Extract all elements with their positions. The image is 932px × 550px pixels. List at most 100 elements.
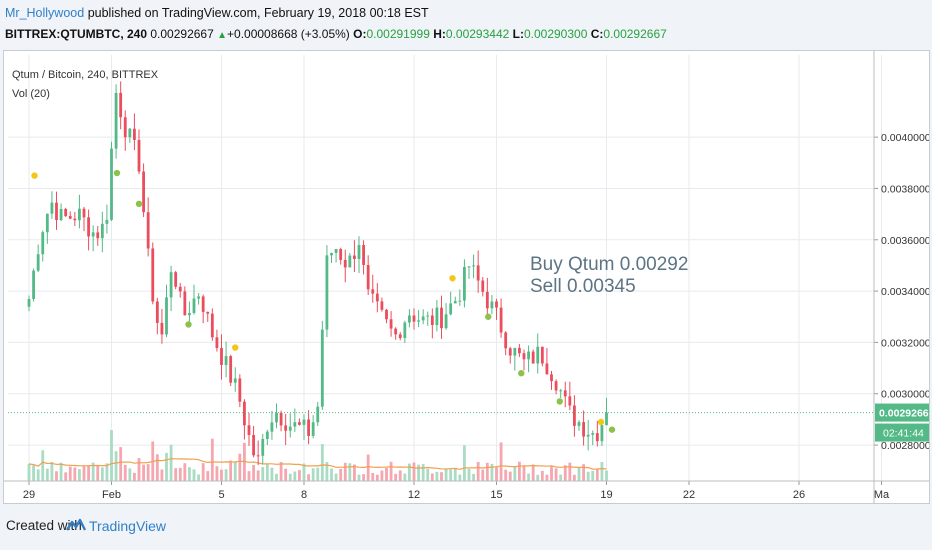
candle-body	[499, 307, 503, 333]
candle-body	[605, 412, 608, 426]
volume-bar	[206, 471, 210, 481]
volume-bar	[513, 466, 517, 481]
volume-bar	[160, 469, 164, 481]
volume-bar	[105, 463, 109, 481]
candle-body	[472, 265, 475, 267]
footer: Created with TradingView	[0, 504, 932, 550]
yellow-signal-dot	[449, 275, 456, 282]
candle-body	[142, 171, 145, 213]
created-with-text: Created with	[6, 518, 82, 533]
volume-bar	[412, 462, 416, 481]
candle-body	[73, 218, 77, 221]
candle-body	[68, 216, 72, 219]
volume-bar	[119, 447, 123, 481]
published-text: published on TradingView.com, February 1…	[87, 6, 429, 20]
candle-body	[82, 208, 86, 218]
candle-body	[265, 431, 269, 439]
tradingview-logo-icon[interactable]	[66, 516, 86, 536]
volume-bar	[270, 467, 274, 481]
last-price-label: 0.00292667	[879, 408, 929, 420]
volume-bar	[68, 466, 72, 481]
volume-bar	[508, 471, 512, 481]
candle-body	[100, 223, 104, 239]
candle-body	[559, 390, 563, 392]
candle-body	[430, 315, 434, 325]
candle-body	[261, 438, 265, 456]
volume-bar	[531, 464, 535, 481]
y-tick-label: 0.00400000	[881, 132, 929, 144]
volume-bar	[325, 462, 329, 481]
author-link[interactable]: Mr_Hollywood	[5, 6, 85, 20]
candle-body	[128, 128, 132, 138]
candle-body	[325, 255, 329, 330]
tradingview-brand-link[interactable]: TradingView	[89, 518, 167, 534]
candle-body	[91, 232, 95, 237]
candle-body	[463, 266, 466, 301]
candle-body	[591, 433, 595, 435]
candle-body	[527, 351, 530, 360]
volume-bar	[82, 465, 86, 481]
volume-bar	[522, 466, 526, 481]
candle-body	[577, 422, 581, 426]
candle-body	[119, 92, 123, 118]
volume-bar	[36, 469, 40, 481]
volume-bar	[215, 466, 219, 481]
candle-body	[247, 425, 251, 435]
volume-bar	[421, 464, 425, 481]
volume-bar	[605, 470, 608, 481]
candle-body	[573, 405, 576, 426]
volume-bar	[449, 469, 453, 481]
candle-body	[64, 208, 68, 217]
candle-body	[210, 313, 214, 338]
candle-body	[330, 252, 333, 256]
volume-bar	[238, 453, 242, 481]
x-tick-label: 5	[218, 489, 224, 501]
candle-body	[545, 363, 549, 375]
header: Mr_Hollywood published on TradingView.co…	[0, 0, 932, 50]
candle-body	[366, 264, 370, 290]
green-signal-dot	[135, 200, 143, 208]
volume-bar	[458, 474, 462, 481]
volume-bar	[169, 444, 173, 481]
candle-body	[78, 208, 81, 221]
volume-bar	[435, 471, 439, 481]
low-value: 0.00290300	[523, 27, 588, 41]
candle-body	[320, 329, 324, 407]
candle-body	[449, 303, 453, 315]
volume-bar	[233, 461, 237, 481]
volume-bar	[444, 468, 448, 481]
candle-body	[412, 315, 416, 322]
candle-body	[233, 378, 237, 383]
volume-bar	[220, 469, 223, 481]
candle-body	[417, 320, 420, 322]
yellow-signal-dot	[597, 418, 605, 426]
volume-bar	[591, 470, 595, 481]
volume-bar	[582, 464, 585, 481]
x-tick-label: Feb	[102, 489, 121, 501]
yellow-signal-dot	[232, 344, 239, 351]
x-tick-label: 15	[490, 489, 502, 501]
volume-bar	[568, 462, 572, 481]
candle-body	[518, 347, 521, 354]
candle-body	[586, 434, 590, 437]
candle-body	[36, 254, 40, 271]
candle-body	[155, 301, 159, 323]
volume-bar	[27, 463, 31, 481]
volume-bar	[426, 468, 430, 481]
volume-bar	[385, 468, 388, 481]
volume-bar	[247, 471, 251, 481]
candle-body	[554, 381, 558, 391]
candle-body	[178, 286, 182, 292]
volume-bar	[183, 463, 187, 481]
candle-body	[192, 298, 196, 313]
candle-body	[279, 412, 283, 426]
candle-body	[504, 332, 508, 349]
volume-ma-line	[28, 458, 607, 471]
open-label: O:	[353, 27, 367, 41]
volume-bar	[339, 468, 343, 481]
volume-bar	[485, 462, 489, 481]
